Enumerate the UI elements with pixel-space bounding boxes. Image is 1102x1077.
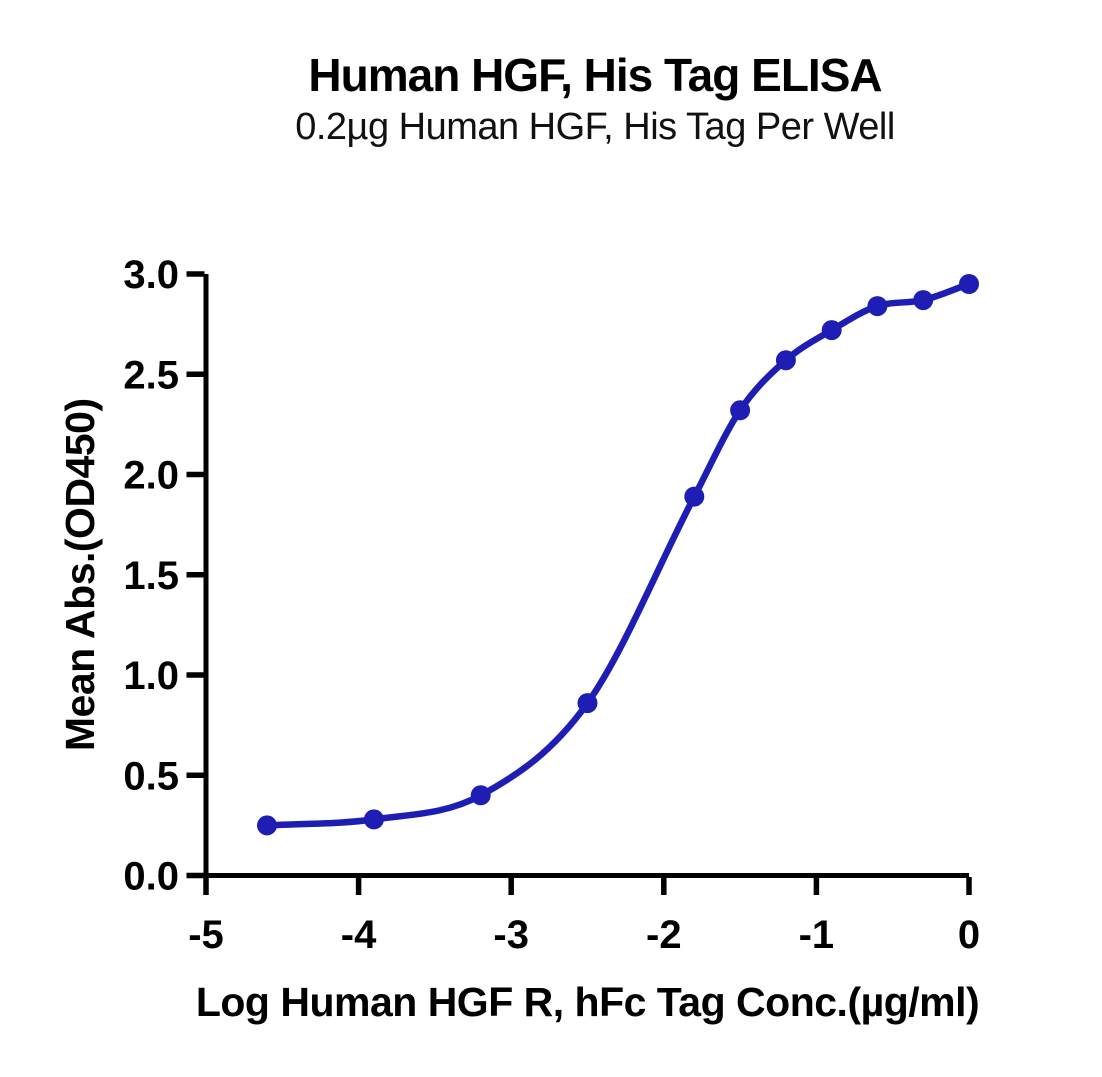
- data-point: [257, 815, 277, 836]
- axis-frame: [203, 274, 969, 878]
- x-tick-label: -1: [799, 913, 835, 957]
- x-tick-label: -2: [646, 913, 682, 957]
- y-tick-label: 0.5: [123, 754, 179, 798]
- y-tick-label: 2.0: [123, 454, 179, 498]
- data-point: [867, 296, 888, 317]
- data-point: [821, 320, 842, 341]
- data-point: [730, 400, 751, 421]
- data-point: [959, 274, 979, 294]
- chart-title: Human HGF, His Tag ELISA: [308, 49, 882, 101]
- y-tick-label: 0.0: [123, 855, 179, 899]
- x-tick-label: 0: [958, 913, 980, 957]
- data-point: [470, 785, 491, 806]
- data-point: [913, 290, 934, 311]
- x-tick-label: -4: [341, 913, 377, 957]
- y-tick-label: 1.0: [123, 654, 179, 698]
- data-point: [577, 693, 598, 714]
- fit-curve: [263, 280, 973, 829]
- x-tick-label: -5: [188, 913, 224, 957]
- chart-subtitle: 0.2µg Human HGF, His Tag Per Well: [295, 106, 895, 148]
- data-point: [775, 350, 796, 371]
- x-axis-title: Log Human HGF R, hFc Tag Conc.(µg/ml): [196, 979, 979, 1025]
- y-axis-title: Mean Abs.(OD450): [57, 398, 103, 751]
- y-tick-label: 2.5: [123, 353, 179, 397]
- data-point: [363, 809, 384, 830]
- data-point: [684, 486, 705, 507]
- y-tick-label: 1.5: [123, 554, 179, 598]
- y-tick-label: 3.0: [123, 253, 179, 297]
- x-tick-label: -3: [493, 913, 529, 957]
